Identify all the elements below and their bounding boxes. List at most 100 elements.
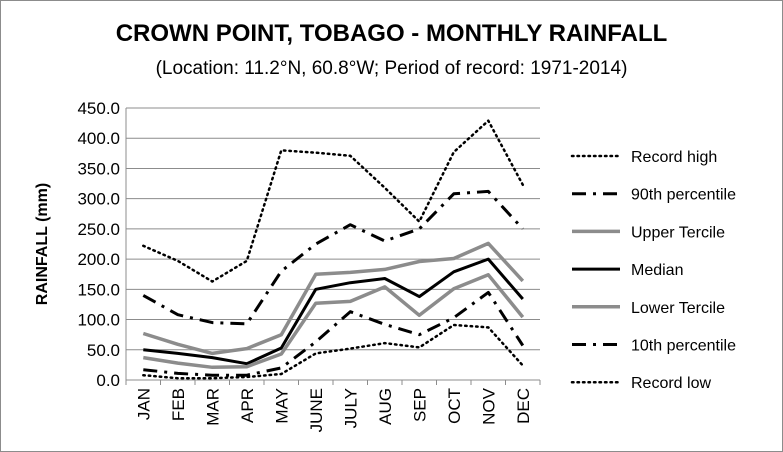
- data-point: [246, 323, 248, 325]
- data-point: [453, 271, 455, 273]
- x-tick-label: JUNE: [307, 388, 326, 432]
- data-point: [177, 343, 179, 345]
- y-tick-label: 100.0: [77, 311, 120, 330]
- y-tick-label: 0.0: [96, 371, 120, 390]
- data-point: [418, 228, 420, 230]
- x-tick-label: MAY: [272, 388, 291, 424]
- series-line-record-high: [142, 119, 525, 283]
- data-point: [211, 356, 213, 358]
- data-point: [315, 273, 317, 275]
- data-point: [418, 346, 420, 348]
- y-tick-label: 250.0: [77, 220, 120, 239]
- data-point: [280, 333, 282, 335]
- data-point: [384, 286, 386, 288]
- x-tick-label: JAN: [134, 388, 153, 420]
- data-point: [246, 347, 248, 349]
- y-tick-label: 350.0: [77, 159, 120, 178]
- legend-label: 90th percentile: [631, 187, 736, 204]
- data-point: [280, 149, 282, 151]
- data-point: [522, 298, 524, 300]
- data-point: [453, 288, 455, 290]
- data-point: [487, 274, 489, 276]
- data-point: [522, 280, 524, 282]
- data-point: [315, 243, 317, 245]
- data-point: [453, 257, 455, 259]
- data-point: [142, 374, 144, 376]
- data-point: [453, 317, 455, 319]
- y-tick-label: 400.0: [77, 129, 120, 148]
- data-point: [177, 377, 179, 379]
- data-point: [246, 362, 248, 364]
- data-point: [384, 342, 386, 344]
- x-tick-label: DEC: [514, 388, 533, 424]
- data-point: [177, 362, 179, 364]
- legend-label: 10th percentile: [631, 338, 736, 355]
- data-point: [349, 310, 351, 312]
- data-point: [349, 347, 351, 349]
- data-point: [487, 190, 489, 192]
- data-point: [453, 324, 455, 326]
- data-point: [211, 352, 213, 354]
- data-point: [315, 302, 317, 304]
- data-point: [211, 280, 213, 282]
- data-point: [522, 364, 524, 366]
- series-line-90th-percentile: [142, 189, 524, 326]
- data-point: [349, 223, 351, 225]
- data-point: [246, 376, 248, 378]
- data-point: [487, 119, 489, 121]
- data-point: [487, 242, 489, 244]
- legend-label: Record low: [631, 375, 711, 392]
- data-point: [280, 347, 282, 349]
- data-point: [246, 366, 248, 368]
- data-point: [418, 220, 420, 222]
- y-axis-label: RAINFALL (mm): [34, 183, 51, 305]
- x-tick-label: NOV: [479, 387, 498, 425]
- data-point: [453, 193, 455, 195]
- series-line-record-low: [142, 323, 525, 380]
- data-point: [384, 277, 386, 279]
- legend-label: Median: [631, 262, 683, 279]
- y-tick-label: 200.0: [77, 250, 120, 269]
- data-point: [177, 314, 179, 316]
- data-point: [315, 152, 317, 154]
- data-point: [246, 260, 248, 262]
- x-tick-label: AUG: [376, 388, 395, 425]
- series-line-10th-percentile: [143, 290, 525, 377]
- data-point: [349, 281, 351, 283]
- data-point: [349, 271, 351, 273]
- x-tick-label: JULY: [341, 388, 360, 428]
- legend-label: Upper Tercile: [631, 224, 725, 241]
- data-point: [211, 374, 213, 376]
- data-point: [280, 367, 282, 369]
- x-tick-label: APR: [238, 388, 257, 423]
- data-point: [177, 260, 179, 262]
- data-point: [418, 260, 420, 262]
- data-point: [142, 369, 144, 371]
- chart-subtitle: (Location: 11.2°N, 60.8°W; Period of rec…: [155, 58, 628, 79]
- series-line-lower-tercile: [143, 273, 525, 370]
- series-line-upper-tercile: [142, 241, 525, 356]
- data-point: [315, 288, 317, 290]
- data-point: [211, 321, 213, 323]
- data-point: [211, 366, 213, 368]
- data-point: [522, 228, 524, 230]
- y-tick-label: 300.0: [77, 190, 120, 209]
- y-tick-label: 150.0: [77, 280, 120, 299]
- data-point: [349, 155, 351, 157]
- data-point: [522, 184, 524, 186]
- y-tick-label: 450.0: [77, 99, 120, 118]
- data-point: [418, 295, 420, 297]
- y-tick-label: 50.0: [87, 341, 120, 360]
- data-point: [384, 268, 386, 270]
- data-point: [142, 245, 144, 247]
- data-point: [487, 258, 489, 260]
- x-tick-label: FEB: [169, 388, 188, 421]
- data-point: [177, 352, 179, 354]
- chart-title: CROWN POINT, TOBAGO - MONTHLY RAINFALL: [115, 20, 668, 47]
- data-point: [487, 326, 489, 328]
- data-point: [142, 332, 144, 334]
- data-point: [522, 344, 524, 346]
- x-tick-label: MAR: [203, 388, 222, 426]
- data-point: [142, 294, 144, 296]
